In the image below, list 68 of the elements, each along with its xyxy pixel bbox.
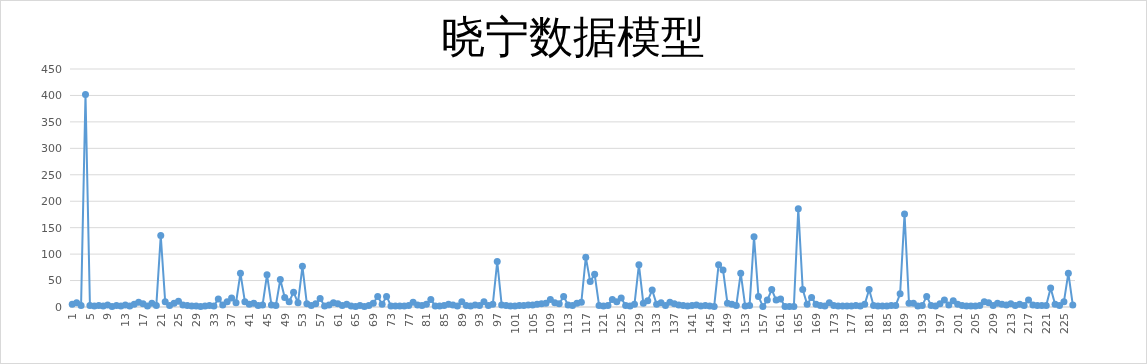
x-tick-label: 49 [278, 313, 292, 327]
x-tick-label: 125 [615, 313, 629, 334]
x-tick-label: 105 [526, 313, 540, 334]
x-tick-label: 93 [473, 313, 487, 327]
x-tick-label: 77 [402, 313, 416, 327]
x-tick-label: 9 [101, 313, 115, 320]
x-tick-label: 53 [296, 313, 310, 327]
x-tick-label: 121 [597, 313, 611, 334]
x-tick-label: 113 [561, 313, 575, 334]
x-tick-label: 185 [880, 313, 894, 334]
x-tick-label: 129 [632, 313, 646, 334]
y-tick-label: 150 [41, 221, 62, 235]
x-tick-label: 45 [260, 313, 274, 327]
x-tick-label: 193 [916, 313, 930, 334]
x-tick-label: 101 [508, 313, 522, 334]
x-tick-label: 209 [986, 313, 1000, 334]
y-tick-label: 0 [55, 300, 62, 314]
x-tick-label: 81 [420, 313, 434, 327]
x-tick-label: 73 [384, 313, 398, 327]
x-tick-label: 13 [119, 313, 133, 327]
x-tick-label: 25 [172, 313, 186, 327]
x-tick-label: 133 [650, 313, 664, 334]
y-tick-label: 50 [48, 274, 62, 288]
x-tick-label: 197 [933, 313, 947, 334]
x-tick-label: 201 [951, 313, 965, 334]
x-tick-label: 89 [455, 313, 469, 327]
x-tick-label: 161 [774, 313, 788, 334]
x-tick-label: 117 [579, 313, 593, 334]
x-tick-label: 1 [66, 313, 80, 320]
x-tick-label: 153 [739, 313, 753, 334]
x-tick-label: 65 [349, 313, 363, 327]
x-tick-label: 141 [685, 313, 699, 334]
chart-title: 晓宁数据模型 [440, 11, 705, 62]
x-tick-label: 137 [668, 313, 682, 334]
x-tick-label: 17 [136, 313, 150, 327]
x-tick-label: 157 [756, 313, 770, 334]
x-tick-label: 21 [154, 313, 168, 327]
x-tick-label: 189 [898, 313, 912, 334]
y-tick-label: 200 [41, 195, 62, 209]
y-tick-label: 450 [41, 62, 62, 76]
x-tick-label: 37 [225, 313, 239, 327]
x-tick-label: 85 [437, 313, 451, 327]
x-tick-label: 41 [243, 313, 257, 327]
x-tick-label: 69 [367, 313, 381, 327]
x-tick-label: 165 [792, 313, 806, 334]
x-tick-label: 221 [1040, 313, 1054, 334]
x-tick-label: 217 [1022, 313, 1036, 334]
x-tick-label: 169 [809, 313, 823, 334]
x-tick-label: 181 [862, 313, 876, 334]
x-tick-label: 177 [845, 313, 859, 334]
y-tick-label: 350 [41, 115, 62, 129]
x-tick-label: 225 [1057, 313, 1071, 334]
x-tick-label: 57 [313, 313, 327, 327]
x-tick-label: 173 [827, 313, 841, 334]
x-tick-label: 213 [1004, 313, 1018, 334]
x-tick-label: 97 [491, 313, 505, 327]
y-tick-label: 300 [41, 142, 62, 156]
x-tick-label: 33 [207, 313, 221, 327]
y-tick-label: 100 [41, 247, 62, 261]
x-tick-label: 145 [703, 313, 717, 334]
x-tick-label: 149 [721, 313, 735, 334]
x-tick-label: 5 [83, 313, 97, 320]
y-tick-label: 400 [41, 89, 62, 103]
x-tick-label: 109 [544, 313, 558, 334]
y-tick-label: 250 [41, 168, 62, 182]
x-tick-label: 205 [969, 313, 983, 334]
x-tick-label: 29 [190, 313, 204, 327]
x-tick-label: 61 [331, 313, 345, 327]
